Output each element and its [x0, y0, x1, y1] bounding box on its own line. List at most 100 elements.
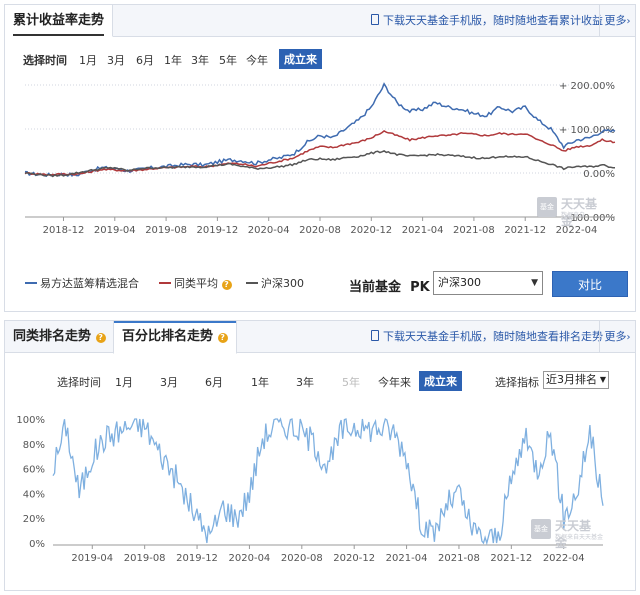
y-tick-label: 80% — [23, 440, 45, 451]
more-label: 更多 — [604, 330, 627, 343]
y-tick-label: 0% — [29, 539, 45, 550]
range-3y[interactable]: 3年 — [191, 54, 209, 67]
time-range-bar: 选择时间 1月 3月 6月 1年 3年 5年 今年来 成立来 选择指标 — [5, 371, 635, 391]
tab-percent-rank-label: 百分比排名走势 — [122, 329, 214, 344]
range-since-inception[interactable]: 成立来 — [419, 371, 462, 391]
x-tick-label: 2021-08 — [438, 553, 480, 564]
download-text: 下载天天基金手机版，随时随地查看排名走势 — [383, 330, 603, 343]
chevron-down-icon: ▼ — [531, 278, 538, 288]
range-1m[interactable]: 1月 — [79, 54, 97, 67]
x-tick-label: 2019-12 — [176, 553, 218, 564]
x-tick-label: 2019-08 — [124, 553, 166, 564]
range-5y: 5年 — [342, 376, 360, 389]
legend-label-fund: 易方达蓝筹精选混合 — [40, 277, 139, 290]
help-icon[interactable]: ? — [221, 280, 232, 290]
chevron-down-icon: ▼ — [599, 375, 606, 384]
active-tab-indicator — [114, 321, 236, 323]
range-6m[interactable]: 6月 — [205, 376, 223, 389]
help-icon[interactable]: ? — [217, 333, 228, 343]
chevron-right-icon: › — [626, 16, 631, 27]
range-ytd[interactable]: 今年来 — [378, 376, 411, 389]
range-3y[interactable]: 3年 — [296, 376, 314, 389]
y-tick-label: -100.00% — [567, 213, 615, 224]
y-tick-label: 0.00% — [583, 169, 615, 180]
y-tick-label: 60% — [23, 465, 45, 476]
range-1y[interactable]: 1年 — [164, 54, 182, 67]
range-ytd[interactable]: 今年 — [246, 54, 268, 67]
series-line-rank — [52, 417, 604, 546]
more-link[interactable]: 更多› — [599, 321, 635, 353]
tab-peer-rank-label: 同类排名走势 — [13, 329, 92, 344]
cumulative-return-panel: 累计收益率走势 下载天天基金手机版，随时随地查看累计收益 更多› 选择时间 1月… — [4, 4, 636, 312]
x-tick-label: 2019-12 — [196, 225, 238, 235]
x-tick-label: 2020-12 — [350, 225, 392, 235]
legend-swatch-peer — [159, 282, 171, 284]
time-range-bar: 选择时间 1月 3月 6月 1年 3年 5年 今年 成立来 — [5, 49, 635, 69]
y-tick-label: 20% — [23, 514, 45, 525]
range-3m[interactable]: 3月 — [160, 376, 178, 389]
watermark-title: 天天基金 — [561, 197, 598, 228]
current-fund-text: 当前基金 — [349, 280, 402, 295]
cumulative-return-chart: + 200.00% + 100.00% 0.00% -100.00% 2018-12 20… — [24, 81, 616, 235]
indicator-select[interactable]: 近3月排名 ▼ — [543, 371, 609, 389]
x-tick-label: 2020-04 — [229, 553, 271, 564]
x-tick-label: 2018-12 — [43, 225, 85, 235]
series-line-fund — [24, 82, 616, 178]
x-tick-label: 2020-08 — [281, 553, 323, 564]
help-icon[interactable]: ? — [95, 333, 106, 343]
watermark-title: 天天基金 — [555, 519, 592, 550]
panel-title: 累计收益率走势 — [5, 5, 114, 37]
y-tick-label: 40% — [23, 489, 45, 500]
legend-swatch-index — [246, 282, 258, 284]
legend-fund[interactable]: 易方达蓝筹精选混合 — [25, 275, 139, 291]
y-tick-label: + 100.00% — [559, 125, 615, 136]
app-download-link[interactable]: 下载天天基金手机版，随时随地查看累计收益 — [371, 5, 603, 37]
more-label: 更多 — [604, 14, 627, 27]
range-since-inception[interactable]: 成立来 — [279, 49, 322, 69]
download-text: 下载天天基金手机版，随时随地查看累计收益 — [383, 14, 603, 27]
compare-button[interactable]: 对比 — [552, 271, 628, 297]
tab-peer-rank[interactable]: 同类排名走势 ? — [5, 321, 114, 353]
range-1m[interactable]: 1月 — [115, 376, 133, 389]
rank-trend-panel: 同类排名走势 ? 百分比排名走势 ? 下载天天基金手机版，随时随地查看排名走势 … — [4, 320, 636, 591]
tab-percent-rank[interactable]: 百分比排名走势 ? — [113, 321, 237, 354]
indicator-label: 选择指标 — [495, 376, 539, 389]
pk-label: PK — [410, 280, 430, 295]
range-6m[interactable]: 6月 — [136, 54, 154, 67]
range-1y[interactable]: 1年 — [251, 376, 269, 389]
title-underline — [13, 34, 105, 36]
panel-header: 同类排名走势 ? 百分比排名走势 ? 下载天天基金手机版，随时随地查看排名走势 … — [5, 321, 635, 354]
panel-title-text: 累计收益率走势 — [13, 13, 105, 28]
legend-label-peer: 同类平均 — [174, 277, 218, 290]
x-tick-label: 2021-04 — [386, 553, 428, 564]
range-3m[interactable]: 3月 — [107, 54, 125, 67]
x-tick-label: 2020-08 — [299, 225, 341, 235]
pk-select[interactable]: 沪深300 ▼ — [433, 271, 543, 295]
range-5y[interactable]: 5年 — [219, 54, 237, 67]
phone-icon — [371, 330, 379, 341]
x-tick-label: 2019-08 — [145, 225, 187, 235]
watermark-mark: 基金 — [537, 197, 557, 217]
x-tick-label: 2021-12 — [504, 225, 546, 235]
x-tick-label: 2019-04 — [71, 553, 113, 564]
watermark-mark: 基金 — [531, 519, 551, 539]
x-tick-label: 2022-04 — [556, 225, 598, 235]
watermark-logo: 基金 天天基金 数据来自 — [537, 195, 607, 228]
current-fund-label: 当前基金 PK — [349, 276, 430, 295]
legend-peer[interactable]: 同类平均 ? — [159, 275, 232, 291]
x-tick-label: 2020-12 — [333, 553, 375, 564]
phone-icon — [371, 14, 379, 25]
range-label: 选择时间 — [23, 54, 67, 67]
app-download-link[interactable]: 下载天天基金手机版，随时随地查看排名走势 — [371, 321, 603, 353]
panel-header: 累计收益率走势 下载天天基金手机版，随时随地查看累计收益 更多› — [5, 5, 635, 37]
legend-index[interactable]: 沪深300 — [246, 275, 304, 291]
y-tick-label: 100% — [16, 415, 45, 426]
percent-rank-chart: 100% 80% 60% 40% 20% 0% 2019-04 2019-08 2019-12 2… — [16, 415, 604, 564]
x-tick-label: 2021-04 — [402, 225, 444, 235]
series-line-index — [24, 150, 615, 178]
pk-selected-value: 沪深300 — [438, 276, 481, 289]
x-tick-label: 2019-04 — [94, 225, 136, 235]
more-link[interactable]: 更多› — [599, 5, 635, 37]
watermark-sub: 数据来自 — [561, 212, 586, 219]
x-tick-label: 2021-12 — [490, 553, 532, 564]
